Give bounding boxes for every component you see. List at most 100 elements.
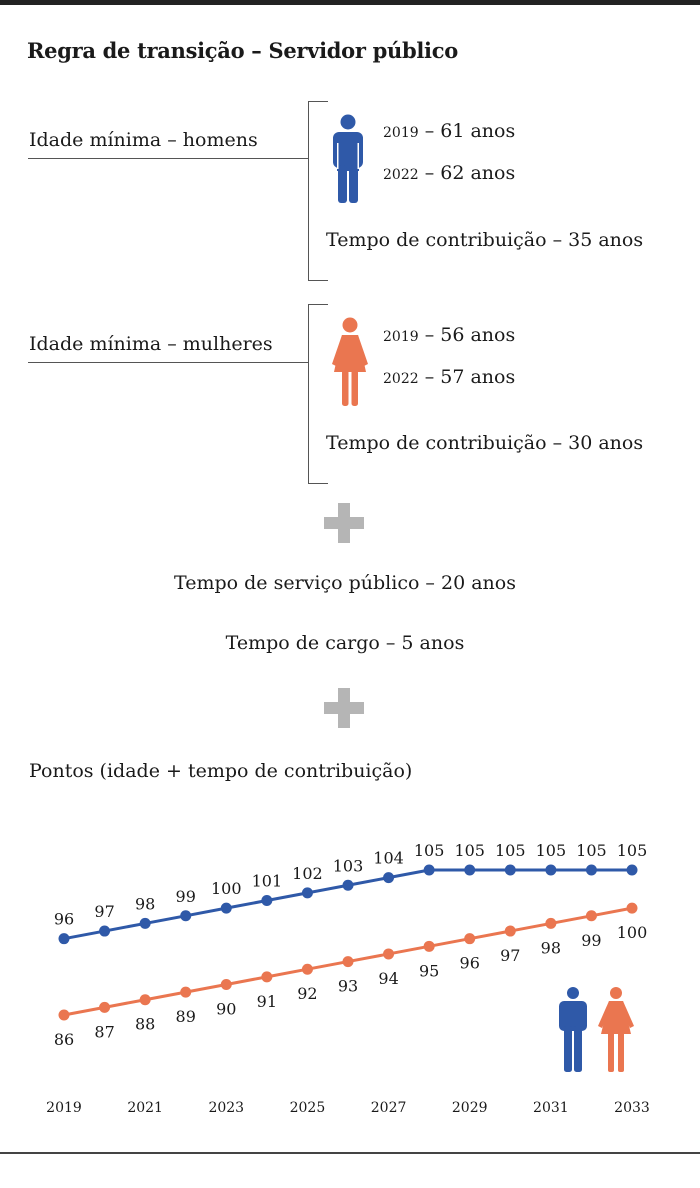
page-title: Regra de transição – Servidor público — [27, 38, 458, 63]
data-point-0-3 — [180, 910, 192, 922]
data-label-1-13: 99 — [581, 931, 601, 950]
data-label-1-7: 93 — [338, 977, 358, 996]
points-title: Pontos (idade + tempo de contribuição) — [29, 760, 413, 782]
data-label-0-3: 99 — [176, 887, 196, 906]
data-label-0-2: 98 — [135, 894, 155, 913]
data-point-0-7 — [342, 879, 354, 891]
data-point-0-6 — [301, 887, 313, 899]
data-point-1-1 — [99, 1001, 111, 1013]
data-label-1-14: 100 — [617, 923, 648, 942]
data-label-1-4: 90 — [216, 999, 236, 1018]
man-icon — [333, 114, 363, 203]
women-row-2-year: 2022 — [383, 371, 419, 387]
data-label-0-6: 102 — [292, 864, 323, 883]
position-time: Tempo de cargo – 5 anos — [225, 632, 465, 654]
women-label-line — [28, 362, 309, 363]
data-label-1-9: 95 — [419, 961, 439, 980]
data-point-0-12 — [545, 864, 557, 876]
data-point-0-10 — [464, 864, 476, 876]
data-point-0-13 — [585, 864, 597, 876]
women-row-1-year: 2019 — [383, 329, 419, 345]
data-label-0-12: 105 — [536, 841, 567, 860]
data-point-0-11 — [504, 864, 516, 876]
data-label-0-4: 100 — [211, 879, 242, 898]
data-label-0-9: 105 — [414, 841, 445, 860]
women-contribution: Tempo de contribuição – 30 anos — [326, 432, 644, 454]
data-point-1-10 — [464, 933, 476, 945]
men-label-line — [28, 158, 309, 159]
legend-woman-icon — [598, 987, 634, 1072]
x-tick-label: 2021 — [127, 1100, 163, 1116]
public-service-time: Tempo de serviço público – 20 anos — [174, 572, 516, 594]
data-label-1-11: 97 — [500, 946, 520, 965]
data-point-0-9 — [423, 864, 435, 876]
men-bracket-top — [308, 101, 328, 102]
x-tick-label: 2029 — [452, 1100, 488, 1116]
data-point-1-7 — [342, 956, 354, 968]
x-tick-label: 2019 — [46, 1100, 82, 1116]
data-label-1-10: 96 — [460, 954, 480, 973]
women-bracket-bottom — [308, 483, 328, 484]
data-label-1-12: 98 — [541, 938, 561, 957]
x-tick-label: 2027 — [371, 1100, 407, 1116]
data-point-1-8 — [383, 948, 395, 960]
data-point-1-11 — [504, 925, 516, 937]
x-tick-label: 2033 — [614, 1100, 650, 1116]
x-tick-label: 2025 — [290, 1100, 326, 1116]
data-point-0-1 — [99, 925, 111, 937]
data-point-1-12 — [545, 917, 557, 929]
men-row-2-year: 2022 — [383, 167, 419, 183]
data-label-0-14: 105 — [617, 841, 648, 860]
women-row-1-value: – 56 anos — [424, 324, 516, 346]
men-row-1-value: – 61 anos — [424, 120, 516, 142]
data-point-1-13 — [585, 910, 597, 922]
data-point-0-8 — [383, 872, 395, 884]
data-point-1-4 — [220, 978, 232, 990]
data-label-0-1: 97 — [94, 902, 114, 921]
men-bracket — [308, 101, 309, 281]
data-label-0-10: 105 — [454, 841, 485, 860]
top-rule — [0, 0, 700, 5]
data-label-1-3: 89 — [176, 1007, 196, 1026]
women-row-2: 2022 – 57 anos — [383, 366, 515, 388]
data-label-1-0: 86 — [54, 1030, 74, 1049]
data-label-1-8: 94 — [378, 969, 398, 988]
women-min-age-label: Idade mínima – mulheres — [29, 333, 273, 355]
data-point-1-2 — [139, 994, 151, 1006]
data-point-0-14 — [626, 864, 638, 876]
data-point-0-0 — [58, 933, 70, 945]
data-label-0-11: 105 — [495, 841, 526, 860]
data-label-1-6: 92 — [297, 984, 317, 1003]
legend-man-icon — [559, 987, 587, 1072]
plus-icon — [324, 688, 364, 728]
data-point-0-4 — [220, 902, 232, 914]
data-point-1-14 — [626, 902, 638, 914]
men-row-2-value: – 62 anos — [424, 162, 516, 184]
plus-icon — [324, 503, 364, 543]
men-bracket-bottom — [308, 280, 328, 281]
points-chart: 96 97 98 99 100 101 102 103 104 105 105 105 105 105 10… — [46, 841, 650, 1116]
x-tick-label: 2023 — [208, 1100, 244, 1116]
men-row-1-year: 2019 — [383, 125, 419, 141]
women-bracket-top — [308, 304, 328, 305]
data-point-1-0 — [58, 1009, 70, 1021]
bottom-rule — [0, 1152, 700, 1154]
data-label-0-8: 104 — [373, 849, 404, 868]
data-point-0-2 — [139, 917, 151, 929]
men-row-1: 2019 – 61 anos — [383, 120, 515, 142]
data-point-0-5 — [261, 895, 273, 907]
data-point-1-6 — [301, 963, 313, 975]
data-label-0-5: 101 — [252, 872, 283, 891]
woman-icon — [332, 317, 368, 406]
data-label-0-0: 96 — [54, 910, 74, 929]
data-label-1-2: 88 — [135, 1015, 155, 1034]
men-row-2: 2022 – 62 anos — [383, 162, 515, 184]
men-contribution: Tempo de contribuição – 35 anos — [326, 229, 644, 251]
data-point-1-5 — [261, 971, 273, 983]
data-point-1-9 — [423, 940, 435, 952]
data-label-1-5: 91 — [257, 992, 277, 1011]
data-label-1-1: 87 — [94, 1022, 114, 1041]
x-tick-label: 2031 — [533, 1100, 569, 1116]
women-row-2-value: – 57 anos — [424, 366, 516, 388]
data-label-0-13: 105 — [576, 841, 607, 860]
